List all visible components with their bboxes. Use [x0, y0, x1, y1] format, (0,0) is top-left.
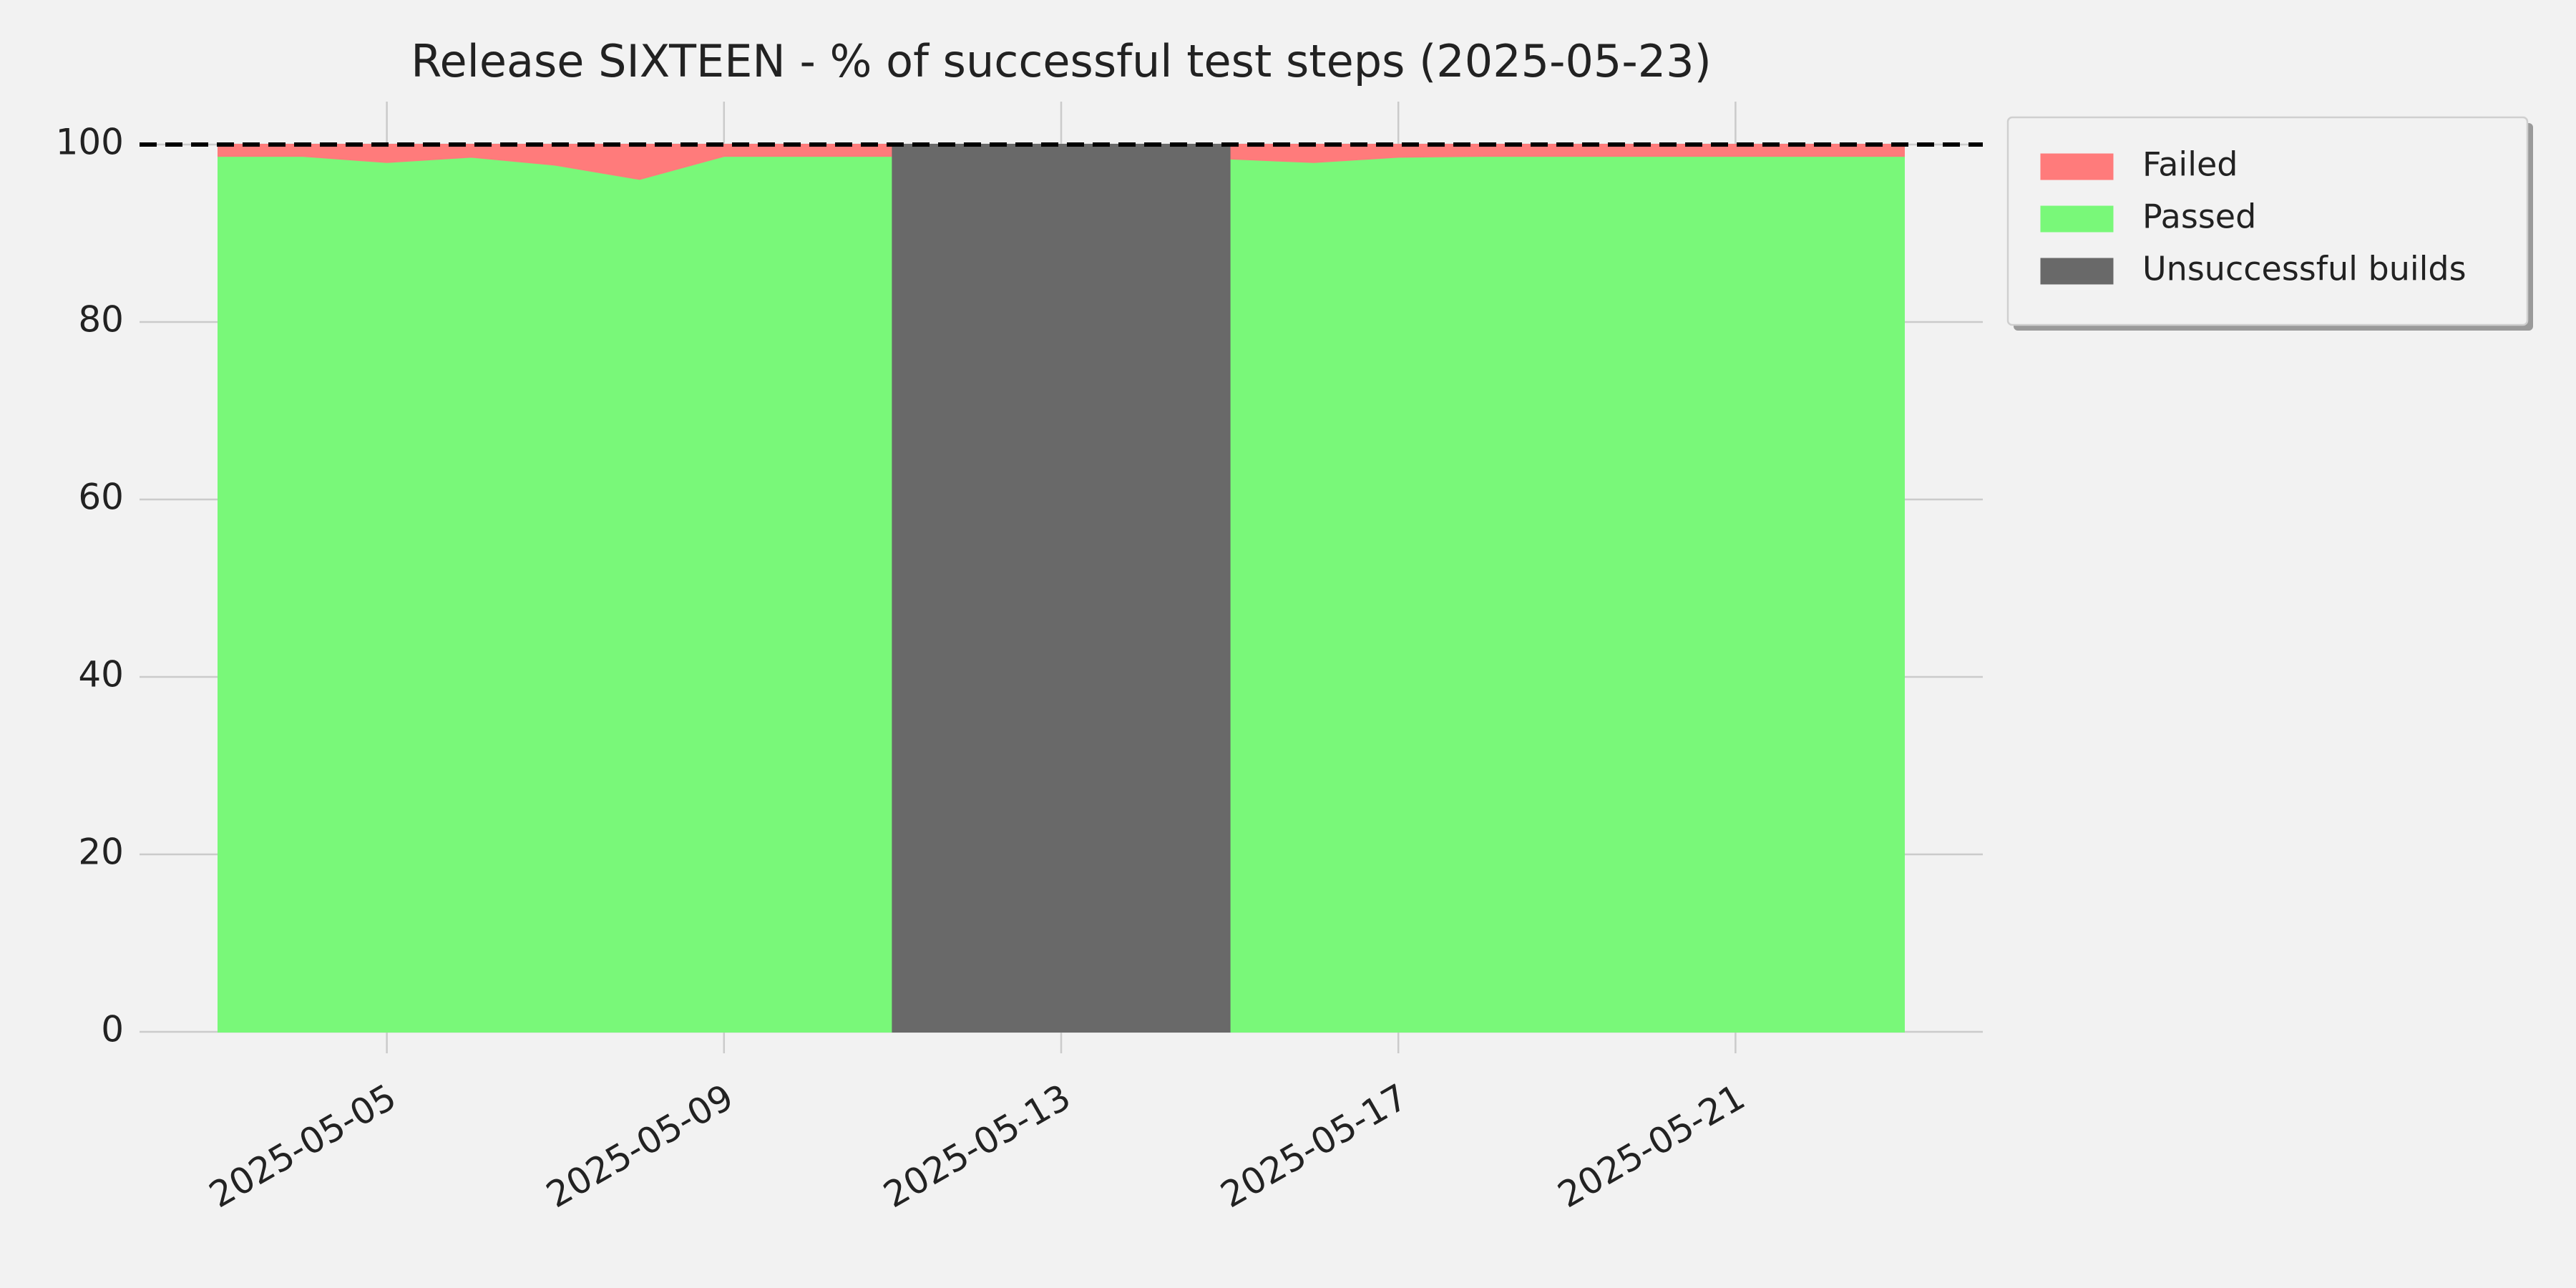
y-tick-label: 40 — [78, 654, 124, 696]
legend-swatch — [2040, 258, 2114, 285]
y-tick-label: 80 — [78, 299, 124, 341]
y-tick-label: 60 — [78, 477, 124, 518]
legend-box — [2006, 116, 2529, 326]
chart-title: Release SIXTEEN - % of successful test s… — [411, 35, 1712, 87]
area — [892, 144, 1231, 1033]
area — [218, 155, 894, 1033]
area — [1229, 155, 1905, 1033]
legend-label: Failed — [2142, 145, 2238, 184]
legend-label: Unsuccessful builds — [2142, 250, 2467, 288]
legend-swatch — [2040, 205, 2114, 233]
y-tick-label: 20 — [78, 831, 124, 873]
legend-swatch — [2040, 153, 2114, 180]
y-tick-label: 100 — [56, 122, 124, 163]
y-tick-label: 0 — [101, 1009, 124, 1050]
legend-label: Passed — [2142, 197, 2256, 236]
legend: Failed Passed Unsuccessful builds — [2006, 116, 2533, 331]
